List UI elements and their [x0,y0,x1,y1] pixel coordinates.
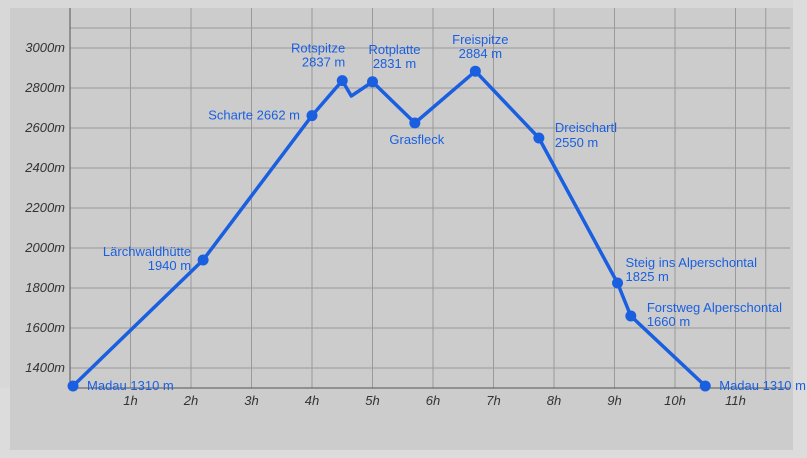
waypoint-label-line: Steig ins Alperschontal [626,255,758,270]
y-tick-label: 2800m [24,80,65,95]
y-tick-label: 2600m [24,120,65,135]
grid [70,8,790,388]
x-tick-label: 5h [365,393,379,408]
x-tick-label: 2h [183,393,198,408]
x-tick-label: 4h [305,393,319,408]
waypoint-label: Scharte 2662 m [208,108,300,123]
waypoint-label: Freispitze 2884 m [452,32,508,61]
waypoint-labels: Madau 1310 m Lärchwaldhütte 1940 m Scharte … [87,32,806,393]
frame-right-band [793,0,807,458]
waypoint-label-line: Madau 1310 m [719,378,806,393]
waypoint-marker [469,65,481,77]
x-tick-label: 9h [607,393,621,408]
waypoint-marker [533,132,545,144]
waypoint-label: Lärchwaldhütte 1940 m [103,244,191,273]
waypoint-label-line: Madau 1310 m [87,378,174,393]
waypoint-label: Steig ins Alperschontal 1825 m [626,255,758,284]
x-tick-label: 8h [547,393,561,408]
y-tick-label: 1600m [25,320,65,335]
waypoint-label-line: Freispitze [452,32,508,47]
tick-labels: 1h 2h 3h 4h 5h 6h 7h 8h 9h 10h 11h 1400m 1600m 1800m 2… [24,40,746,408]
waypoints [67,65,711,392]
waypoint-label-line: Dreischartl [555,120,617,135]
waypoint-label-line: Grasfleck [389,132,444,147]
x-tick-label: 10h [664,393,686,408]
waypoint-label-line: Lärchwaldhütte [103,244,191,259]
x-tick-label: 11h [725,393,746,408]
y-tick-label: 1800m [25,280,65,295]
waypoint-label: Rotspitze 2837 m [291,41,345,70]
waypoint-marker [306,110,318,122]
waypoint-label-line: 2837 m [302,55,345,70]
waypoint-label-line: Forstweg Alperschontal [647,300,782,315]
waypoint-marker [336,75,348,87]
y-tick-label: 3000m [25,40,65,55]
waypoint-marker [625,310,637,322]
waypoint-label-line: 2550 m [555,135,598,150]
waypoint-marker [409,117,421,129]
waypoint-label: Madau 1310 m [719,378,806,393]
waypoint-label: Madau 1310 m [87,378,174,393]
waypoint-marker [197,254,209,266]
elevation-line [71,69,708,388]
y-tick-label: 2000m [24,240,65,255]
waypoint-label: Grasfleck [389,132,444,147]
waypoint-label-line: 1660 m [647,314,690,329]
waypoint-label-line: Scharte 2662 m [208,108,300,123]
x-tick-label: 1h [123,393,137,408]
waypoint-marker [367,76,378,88]
waypoint-label: Dreischartl 2550 m [555,120,617,150]
y-tick-label: 2200m [24,200,65,215]
waypoint-label-line: Rotspitze [291,41,345,56]
waypoint-marker [67,380,79,392]
waypoint-label-line: Rotplatte [368,42,420,57]
plot-area [10,8,793,450]
waypoint-label-line: 1940 m [148,258,191,273]
waypoint-label: Forstweg Alperschontal 1660 m [647,300,782,329]
waypoint-label: Rotplatte 2831 m [368,42,420,71]
waypoint-label-line: 1825 m [626,269,669,284]
x-tick-label: 3h [244,393,258,408]
y-tick-label: 2400m [24,160,65,175]
elevation-series [71,69,708,388]
waypoint-label-line: 2831 m [373,56,416,71]
axes [69,8,790,389]
x-tick-label: 6h [426,393,440,408]
x-tick-label: 7h [486,393,500,408]
waypoint-label-line: 2884 m [459,46,502,61]
waypoint-marker [699,380,711,392]
waypoint-marker [612,277,624,289]
y-tick-label: 1400m [25,360,65,375]
